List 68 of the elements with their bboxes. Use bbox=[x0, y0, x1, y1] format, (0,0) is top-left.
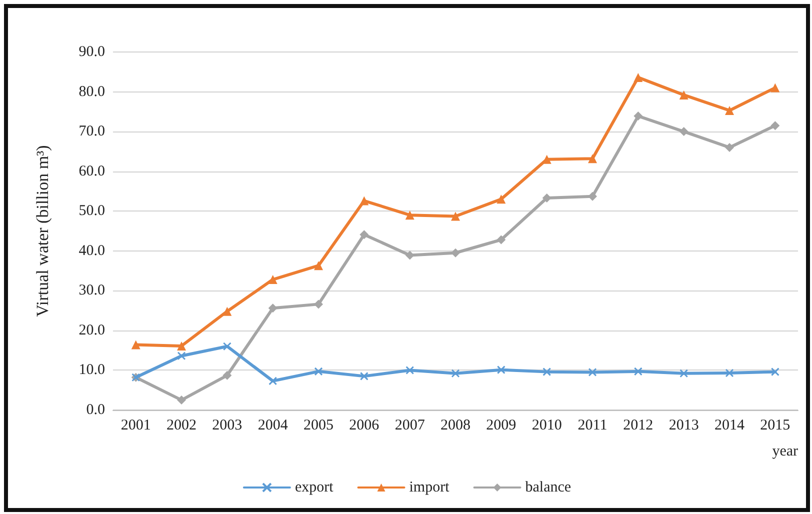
point bbox=[725, 106, 734, 115]
point bbox=[725, 368, 734, 378]
point bbox=[360, 196, 369, 206]
x-tick-label: 2005 bbox=[304, 418, 334, 434]
point bbox=[679, 127, 688, 136]
x-tick-label: 2007 bbox=[394, 418, 426, 434]
point bbox=[222, 306, 232, 316]
y-tick-label: 30.0 bbox=[78, 282, 105, 299]
point bbox=[131, 340, 140, 350]
y-axis-title: Virtual water (billion m³) bbox=[33, 145, 52, 317]
point bbox=[496, 235, 506, 244]
y-tick-label: 60.0 bbox=[78, 163, 105, 180]
x-tick-label: 2001 bbox=[120, 418, 151, 434]
x-tick-label: 2003 bbox=[212, 418, 242, 434]
point bbox=[406, 366, 414, 374]
point bbox=[268, 275, 278, 284]
y-tick-label: 0.0 bbox=[86, 402, 105, 418]
point bbox=[451, 369, 460, 378]
y-tick-label: 70.0 bbox=[78, 124, 105, 140]
x-tick-label: 2008 bbox=[440, 418, 470, 434]
point bbox=[268, 304, 278, 313]
y-tick-label: 50.0 bbox=[78, 203, 105, 220]
point bbox=[268, 376, 278, 386]
x-tick-label: 2011 bbox=[578, 418, 608, 434]
point bbox=[542, 368, 552, 376]
point bbox=[177, 396, 186, 405]
y-tick-label: 90.0 bbox=[78, 44, 105, 60]
x-tick-label: 2004 bbox=[258, 418, 288, 434]
point bbox=[679, 90, 688, 100]
point bbox=[360, 230, 369, 240]
point bbox=[314, 367, 323, 376]
legend-label: export bbox=[294, 480, 334, 496]
point bbox=[770, 83, 780, 92]
x-tick-label: 2013 bbox=[668, 418, 699, 434]
x-tick-label: 2009 bbox=[486, 418, 516, 434]
point bbox=[588, 368, 597, 376]
y-tick-label: 80.0 bbox=[78, 84, 105, 100]
y-tick-label: 10.0 bbox=[78, 362, 105, 378]
point bbox=[405, 210, 414, 220]
point bbox=[588, 154, 597, 164]
x-axis-title: year bbox=[772, 444, 798, 460]
point bbox=[634, 112, 643, 121]
x-tick-label: 2006 bbox=[349, 418, 380, 434]
y-tick-label: 20.0 bbox=[78, 322, 105, 338]
point bbox=[222, 370, 232, 380]
point bbox=[177, 352, 186, 360]
x-tick-label: 2015 bbox=[760, 418, 790, 434]
point bbox=[634, 72, 643, 82]
point bbox=[222, 342, 232, 351]
legend-label: import bbox=[409, 480, 450, 496]
x-tick-label: 2012 bbox=[623, 418, 654, 434]
point bbox=[496, 194, 506, 204]
point bbox=[360, 372, 368, 380]
y-tick-label: 40.0 bbox=[78, 242, 105, 259]
x-tick-label: 2014 bbox=[714, 418, 745, 434]
point bbox=[725, 142, 734, 152]
point bbox=[496, 366, 506, 374]
point bbox=[177, 341, 186, 350]
x-tick-label: 2010 bbox=[532, 418, 562, 434]
point bbox=[680, 369, 688, 378]
point bbox=[451, 212, 460, 221]
point bbox=[634, 367, 642, 376]
point bbox=[314, 261, 323, 270]
point bbox=[770, 368, 780, 376]
x-tick-label: 2002 bbox=[166, 418, 196, 434]
point bbox=[770, 121, 780, 130]
legend-label: balance bbox=[525, 480, 572, 496]
point bbox=[314, 300, 323, 309]
